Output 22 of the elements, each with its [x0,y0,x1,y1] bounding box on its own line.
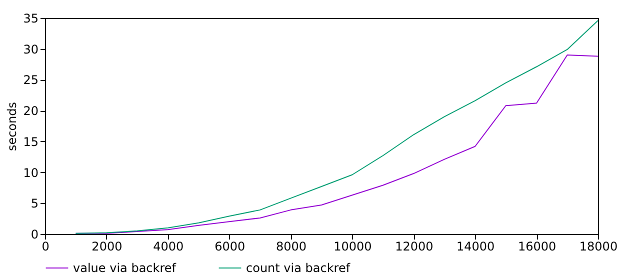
legend-label: count via backref [246,261,351,275]
x-tick-label: 0 [42,240,50,254]
x-tick-label: 8000 [276,240,307,254]
line-series [75,20,598,234]
y-tick-label: 35 [23,12,38,26]
y-tick-label: 5 [30,196,38,211]
y-tick-label: 15 [23,134,38,149]
x-tick-label: 16000 [518,240,556,254]
x-tick-label: 6000 [214,240,246,254]
y-tick-label: 10 [23,166,38,180]
x-tick-label: 4000 [153,240,184,254]
legend-label: value via backref [73,261,177,275]
x-tick-label: 10000 [334,240,372,254]
y-tick-label: 20 [23,104,38,118]
x-tick-label: 2000 [92,240,122,254]
y-tick-label: 0 [30,228,38,242]
x-tick-label: 12000 [395,240,434,254]
y-tick-label: 25 [23,73,38,88]
y-tick-label: 30 [23,42,38,56]
y-axis-title: seconds [5,102,20,152]
x-tick-label: 14000 [456,240,495,254]
x-tick-label: 18000 [579,240,618,254]
